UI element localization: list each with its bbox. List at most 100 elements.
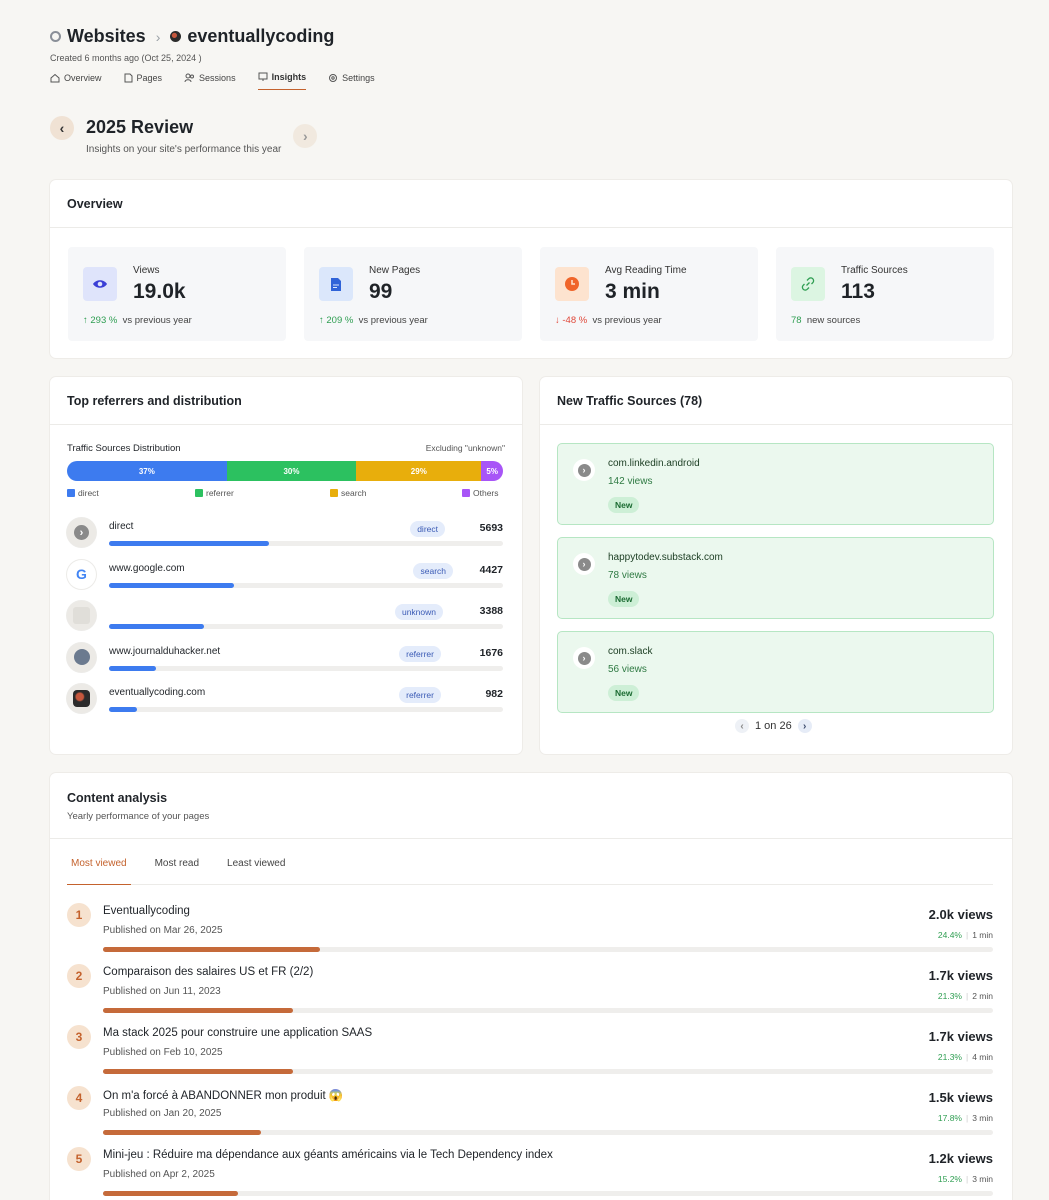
separator: | — [965, 1113, 969, 1123]
referrer-row[interactable]: › direct direct 5693 — [67, 518, 503, 552]
clock-icon — [555, 267, 589, 301]
content-title: Content analysis — [67, 791, 168, 805]
breadcrumb-site[interactable]: eventuallycoding — [187, 26, 335, 46]
distribution-segment-referrer: 30% — [226, 461, 357, 481]
stat-new-pages: New Pages 99 ↑ 209 % vs previous year — [304, 247, 522, 341]
review-header: ‹ 2025 Review Insights on your site's pe… — [50, 116, 318, 155]
page-meta: 24.4% | 1 min — [938, 930, 993, 940]
page-percent: 15.2% — [937, 1174, 962, 1184]
stat-value: 19.0k — [133, 280, 186, 303]
referrer-bar-track — [109, 541, 503, 546]
review-text: 2025 Review Insights on your site's perf… — [86, 116, 281, 155]
tab-sessions[interactable]: Sessions — [184, 69, 236, 90]
rank-badge: 2 — [67, 964, 91, 988]
separator: | — [965, 1052, 969, 1062]
tab-most-viewed[interactable]: Most viewed — [67, 858, 131, 885]
legend-label: search — [341, 488, 367, 498]
referrer-tag: unknown — [394, 604, 443, 620]
legend-swatch — [195, 489, 203, 497]
gear-icon — [329, 73, 338, 82]
tab-label: Sessions — [199, 72, 236, 83]
prev-year-button[interactable]: ‹ — [50, 116, 74, 140]
page-title: Comparaison des salaires US et FR (2/2) — [103, 966, 314, 978]
next-page-button[interactable]: › — [797, 719, 812, 733]
file-icon — [124, 73, 133, 82]
referrer-row[interactable]: www.journalduhacker.net referrer 1676 — [67, 642, 503, 677]
page-views: 1.7k views — [928, 1029, 993, 1044]
traffic-sources-card: New Traffic Sources (78) › com.linkedin.a… — [540, 377, 1012, 754]
breadcrumb-websites[interactable]: Websites — [67, 26, 146, 46]
content-tabs: Most viewed Most read Least viewed — [67, 858, 993, 885]
stat-label: New Pages — [369, 265, 421, 276]
page-row[interactable]: 1 Eventuallycoding Published on Mar 26, 20… — [67, 903, 993, 961]
stat-label: Traffic Sources — [841, 265, 908, 276]
referrer-name: direct — [109, 521, 134, 532]
new-badge: New — [608, 497, 640, 513]
traffic-source-card[interactable]: › com.linkedin.android 142 views New — [557, 443, 994, 525]
page-meta: 17.8% | 3 min — [938, 1113, 993, 1123]
change-value: 78 — [791, 315, 802, 326]
page-percent: 21.3% — [937, 991, 962, 1001]
page-meta: 21.3% | 4 min — [938, 1052, 993, 1062]
tab-pages[interactable]: Pages — [124, 69, 162, 90]
separator: | — [965, 991, 969, 1001]
created-info: Created 6 months ago (Oct 25, 2024 ) — [50, 53, 202, 63]
referrer-tag: direct — [410, 521, 445, 537]
page-row[interactable]: 2 Comparaison des salaires US et FR (2/2)… — [67, 964, 993, 1022]
referrers-title: Top referrers and distribution — [50, 377, 522, 425]
tab-settings[interactable]: Settings — [328, 69, 375, 90]
divider — [50, 838, 1012, 839]
distribution-segment-others: 5% — [481, 461, 503, 481]
tab-overview[interactable]: Overview — [50, 69, 102, 90]
overview-title: Overview — [50, 180, 1012, 228]
referrer-row[interactable]: unknown 3388 — [67, 601, 503, 635]
page-read-time: 3 min — [972, 1174, 993, 1184]
stat-value: 99 — [369, 280, 393, 303]
tab-least-viewed[interactable]: Least viewed — [227, 858, 286, 869]
content-analysis-card: Content analysis Yearly performance of y… — [50, 773, 1012, 1200]
referrer-bar-fill — [109, 541, 270, 546]
traffic-source-card[interactable]: › happytodev.substack.com 78 views New — [557, 537, 994, 619]
prev-page-button[interactable]: ‹ — [735, 719, 749, 733]
page-row[interactable]: 4 On m'a forcé à ABANDONNER mon produit 😱… — [67, 1086, 993, 1144]
tab-most-read[interactable]: Most read — [154, 858, 200, 869]
page-row[interactable]: 5 Mini-jeu : Réduire ma dépendance aux gé… — [67, 1147, 993, 1200]
home-icon — [50, 73, 60, 82]
tab-insights[interactable]: Insights — [257, 69, 307, 90]
stat-change: 78 new sources — [791, 315, 860, 326]
overview-card: Overview Views 19.0k ↑ 293 % vs previous… — [50, 180, 1012, 358]
tab-label: Settings — [342, 72, 375, 83]
page-published: Published on Jan 20, 2025 — [103, 1108, 222, 1119]
rank-badge: 1 — [67, 903, 91, 927]
chevron-right-icon: › — [155, 28, 161, 45]
page-read-time: 4 min — [972, 1052, 993, 1062]
stat-change: ↑ 293 % vs previous year — [83, 315, 192, 326]
page-row[interactable]: 3 Ma stack 2025 pour construire une appli… — [67, 1025, 993, 1083]
segment-label: 29% — [410, 466, 427, 476]
referrer-bar-track — [109, 707, 503, 712]
referrers-card: Top referrers and distribution Traffic S… — [50, 377, 522, 754]
site-avatar — [170, 31, 182, 42]
page-percent: 21.3% — [937, 1052, 962, 1062]
referrer-row[interactable]: eventuallycoding.com referrer 982 — [67, 684, 503, 718]
page-bar-fill — [103, 947, 321, 952]
change-value: 209 % — [326, 315, 354, 326]
page-read-time: 3 min — [972, 1113, 993, 1123]
rank-badge: 4 — [67, 1086, 91, 1110]
stat-change: ↑ 209 % vs previous year — [319, 315, 428, 326]
next-year-button[interactable]: › — [293, 124, 318, 148]
page-bar-track — [103, 1069, 993, 1074]
page-bar-fill — [103, 1130, 262, 1135]
stat-reading-time: Avg Reading Time 3 min ↓ -48 % vs previo… — [540, 247, 758, 341]
google-icon: G — [67, 559, 96, 589]
page-bar-track — [103, 947, 993, 952]
breadcrumb: Websites › eventuallycoding — [50, 26, 397, 47]
stat-label: Views — [133, 265, 160, 276]
stat-views: Views 19.0k ↑ 293 % vs previous year — [68, 247, 286, 341]
review-title: 2025 Review — [86, 117, 194, 137]
legend-item: Others — [462, 488, 499, 498]
traffic-source-card[interactable]: › com.slack 56 views New — [557, 631, 994, 713]
change-suffix: vs previous year — [358, 315, 428, 326]
referrer-name: www.google.com — [109, 562, 185, 574]
